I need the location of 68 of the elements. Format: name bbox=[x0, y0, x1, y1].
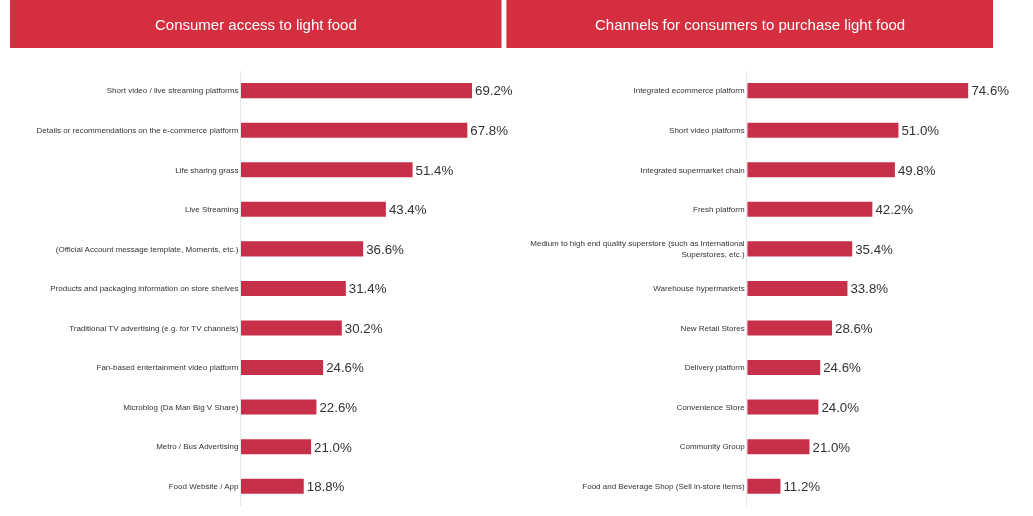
data-label: 51.0% bbox=[901, 123, 940, 139]
y-tick-label: Fan-based entertainment video platform bbox=[96, 363, 239, 373]
bar bbox=[241, 122, 468, 138]
y-tick-label: Life sharing grass bbox=[175, 165, 239, 175]
y-tick-label: Metro / Bus Advertising bbox=[156, 442, 239, 452]
data-label: 24.6% bbox=[326, 360, 364, 376]
y-tick-label: Microblog (Da Man Big V Share) bbox=[123, 402, 239, 412]
data-label: 11.2% bbox=[783, 479, 821, 495]
bar bbox=[747, 399, 819, 415]
data-label: 36.6% bbox=[366, 241, 405, 257]
y-tick-label: New Retail Stores bbox=[680, 323, 745, 333]
y-tick-label: Warehouse hypermarkets bbox=[653, 284, 745, 294]
data-label: 24.0% bbox=[821, 399, 860, 415]
y-tick-label: Food Website / App bbox=[168, 482, 239, 492]
data-label: 51.4% bbox=[415, 162, 454, 178]
data-label: 69.2% bbox=[475, 83, 513, 99]
data-label: 21.0% bbox=[812, 439, 851, 455]
bar bbox=[241, 162, 413, 178]
data-label: 31.4% bbox=[348, 281, 387, 297]
chart-title: Consumer access to light food bbox=[155, 16, 357, 33]
bar bbox=[241, 360, 324, 376]
data-label: 24.6% bbox=[823, 360, 862, 376]
data-label: 30.2% bbox=[344, 320, 383, 336]
data-label: 35.4% bbox=[855, 241, 894, 257]
y-tick-label: Short video / live streaming platforms bbox=[106, 86, 239, 96]
y-tick-label: (Official Account message template, Moments, etc.) bbox=[55, 244, 239, 254]
bar bbox=[241, 439, 312, 455]
data-label: 33.8% bbox=[850, 281, 889, 297]
data-label: 22.6% bbox=[319, 399, 358, 415]
bar bbox=[241, 280, 346, 296]
bar bbox=[747, 241, 853, 257]
bar bbox=[747, 201, 873, 217]
bar bbox=[747, 478, 781, 494]
y-tick-label: Medium to high end quality superstore (such as International Superstores, etc.) bbox=[530, 239, 745, 259]
data-label: 28.6% bbox=[835, 320, 873, 336]
bar bbox=[747, 280, 848, 296]
y-tick-label: Live Streaming bbox=[185, 205, 239, 215]
y-tick-label: Fresh platform bbox=[693, 205, 745, 215]
y-tick-label: Traditional TV advertising (e.g. for TV channels) bbox=[69, 323, 239, 333]
data-label: 67.8% bbox=[470, 123, 509, 139]
bar bbox=[747, 360, 821, 376]
chart-title: Channels for consumers to purchase light food bbox=[595, 16, 906, 33]
bar bbox=[241, 320, 342, 336]
bar bbox=[241, 478, 304, 494]
bar bbox=[241, 241, 364, 257]
bar bbox=[747, 439, 810, 455]
data-label: 43.4% bbox=[388, 202, 427, 218]
y-tick-label: Short video platforms bbox=[669, 125, 745, 135]
y-tick-label: Delivery platform bbox=[684, 363, 745, 373]
data-label: 18.8% bbox=[306, 479, 345, 495]
bar bbox=[241, 83, 473, 99]
y-tick-label: Details or recommendations on the e-commerce platform bbox=[36, 125, 239, 135]
y-tick-label: Convenience Store bbox=[676, 402, 746, 412]
y-tick-label: Integrated supermarket chain bbox=[640, 165, 745, 175]
bar bbox=[747, 83, 969, 99]
y-tick-label: Products and packaging information on store shelves bbox=[50, 284, 239, 294]
bar bbox=[241, 399, 317, 415]
data-label: 74.6% bbox=[971, 83, 1010, 99]
y-tick-label: Food and Beverage Shop (Sell in-store items) bbox=[582, 482, 745, 492]
data-label: 42.2% bbox=[875, 202, 914, 218]
y-tick-label: Community Group bbox=[679, 442, 746, 452]
y-tick-label: Integrated ecommerce platform bbox=[633, 86, 745, 96]
bar bbox=[747, 320, 833, 336]
bar bbox=[747, 162, 895, 178]
data-label: 21.0% bbox=[314, 439, 352, 455]
bar bbox=[747, 122, 899, 138]
bar bbox=[241, 201, 386, 217]
data-label: 49.8% bbox=[897, 162, 936, 178]
